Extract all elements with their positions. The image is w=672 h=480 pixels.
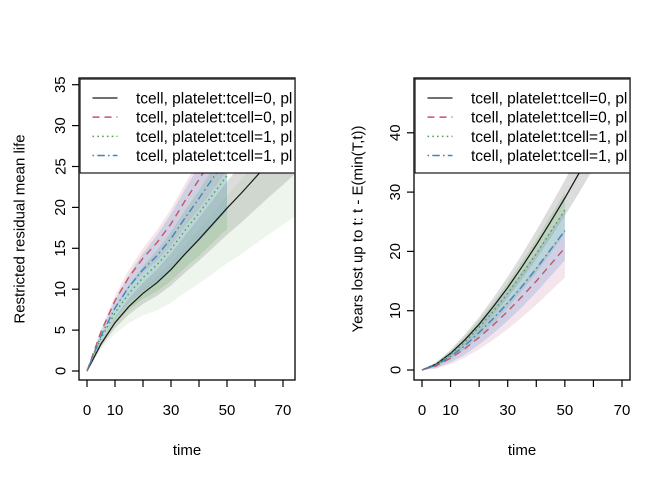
y-tick-label: 0 xyxy=(52,367,69,375)
y-tick-label: 10 xyxy=(387,302,404,319)
legend-item-label: tcell, platelet:tcell=0, pl xyxy=(136,110,292,127)
x-tick-label: 30 xyxy=(163,402,180,419)
legend: tcell, platelet:tcell=0, pl tcell, platel… xyxy=(79,78,295,174)
y-tick-label: 20 xyxy=(387,243,404,260)
legend-item-label: tcell, platelet:tcell=1, pl xyxy=(471,148,627,165)
legend-item-label: tcell, platelet:tcell=0, pl xyxy=(136,91,292,108)
legend-item-label: tcell, platelet:tcell=1, pl xyxy=(471,129,627,146)
x-axis: 0 10 30 50 70 xyxy=(83,380,292,419)
y-tick-label: 20 xyxy=(52,199,69,216)
y-axis-label: Years lost up to t: t - E(min(T,t)) xyxy=(349,125,366,332)
confidence-band-dashdot xyxy=(87,116,227,371)
curve-dashed xyxy=(421,247,566,371)
y-tick-label: 30 xyxy=(387,184,404,201)
y-axis: 0 10 20 30 40 xyxy=(387,124,414,374)
x-tick-label: 30 xyxy=(499,402,516,419)
x-axis-label: time xyxy=(508,442,536,459)
y-axis-label: Restricted residual mean life xyxy=(11,134,28,323)
y-tick-label: 5 xyxy=(52,326,69,334)
plot-box xyxy=(78,77,296,381)
y-tick-label: 25 xyxy=(52,158,69,175)
curves xyxy=(421,146,594,371)
y-tick-label: 35 xyxy=(52,76,69,93)
curve-dashdot xyxy=(86,157,228,372)
x-axis: 0 10 30 50 70 xyxy=(418,380,631,419)
curve-dotted xyxy=(86,175,228,372)
legend-box xyxy=(79,78,295,174)
y-tick-label: 15 xyxy=(52,240,69,257)
panel-right: 0 10 30 50 70 0 10 20 30 40 time Years lost up to t… xyxy=(349,77,631,459)
x-tick-label: 0 xyxy=(83,402,91,419)
y-tick-label: 30 xyxy=(52,117,69,134)
x-tick-label: 10 xyxy=(107,402,124,419)
curve-solid xyxy=(421,146,594,371)
legend: tcell, platelet:tcell=0, pl tcell, platel… xyxy=(414,78,630,174)
x-tick-label: 10 xyxy=(442,402,459,419)
curve-dashdot xyxy=(421,230,566,371)
legend-item-label: tcell, platelet:tcell=1, pl xyxy=(136,129,292,146)
x-tick-label: 70 xyxy=(614,402,631,419)
curve-dotted xyxy=(421,209,566,371)
x-tick-label: 50 xyxy=(557,402,574,419)
confidence-band-solid xyxy=(87,116,295,371)
x-tick-label: 0 xyxy=(418,402,426,419)
x-axis-label: time xyxy=(173,442,201,459)
x-tick-label: 50 xyxy=(219,402,236,419)
confidence-band-dashed xyxy=(422,230,565,370)
legend-item-label: tcell, platelet:tcell=0, pl xyxy=(471,91,627,108)
y-tick-label: 0 xyxy=(387,366,404,374)
plot-box xyxy=(413,77,631,381)
y-tick-label: 10 xyxy=(52,281,69,298)
panel-left: 0 10 30 50 70 0 5 10 15 20 25 30 35 time Restricted re… xyxy=(11,76,296,459)
confidence-band-dashed xyxy=(87,109,227,371)
legend-box xyxy=(414,78,630,174)
y-axis: 0 5 10 15 20 25 30 35 xyxy=(52,76,79,375)
legend-item-label: tcell, platelet:tcell=0, pl xyxy=(471,110,627,127)
confidence-bands xyxy=(422,125,594,370)
x-tick-label: 70 xyxy=(275,402,292,419)
legend-item-label: tcell, platelet:tcell=1, pl xyxy=(136,148,292,165)
y-tick-label: 40 xyxy=(387,124,404,141)
confidence-band-dashdot xyxy=(422,209,565,370)
